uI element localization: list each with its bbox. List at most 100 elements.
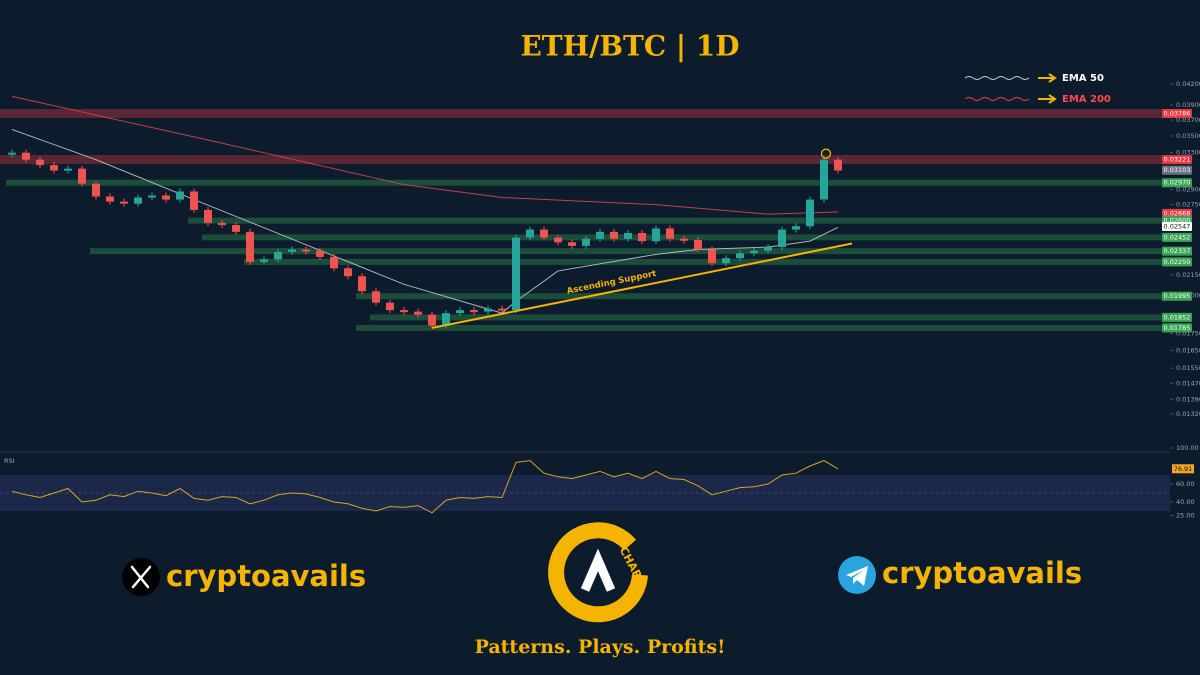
legend-arrow bbox=[1038, 94, 1057, 104]
price-tag-label: 0.03786 bbox=[1164, 110, 1191, 118]
candle bbox=[526, 229, 534, 238]
ema-line bbox=[11, 95, 839, 215]
resistance-zone bbox=[0, 155, 1170, 165]
rsi-tag bbox=[1172, 464, 1194, 474]
candle bbox=[134, 197, 142, 204]
price-tag bbox=[1162, 291, 1192, 301]
price-tag-label: 0.01852 bbox=[1164, 313, 1191, 321]
candle bbox=[274, 251, 282, 260]
rsi-tag-label: 76.91 bbox=[1174, 465, 1193, 473]
support-line bbox=[370, 314, 1170, 321]
rsi-tick-label: 60.00 bbox=[1176, 480, 1195, 488]
candle bbox=[148, 195, 156, 198]
price-tag bbox=[1162, 246, 1192, 256]
price-tag-label: 0.02547 bbox=[1164, 223, 1191, 231]
rsi-line bbox=[11, 460, 839, 514]
resistance-zone bbox=[0, 109, 1170, 119]
candle bbox=[596, 231, 604, 239]
candle bbox=[470, 310, 478, 313]
rsi-tick-label: 40.00 bbox=[1176, 498, 1195, 506]
price-tag bbox=[1162, 178, 1192, 188]
candle bbox=[568, 242, 576, 246]
candle bbox=[106, 196, 114, 202]
candle bbox=[92, 183, 100, 197]
candle bbox=[750, 250, 758, 254]
price-tag-label: 0.02250 bbox=[1164, 258, 1191, 266]
candle bbox=[232, 225, 240, 232]
rsi-tick-label: 100.00 bbox=[1176, 444, 1199, 452]
candle bbox=[498, 308, 506, 311]
candle bbox=[778, 229, 786, 248]
price-tag-label: 0.02337 bbox=[1164, 247, 1191, 255]
candle bbox=[162, 195, 170, 200]
price-tag bbox=[1162, 208, 1192, 218]
legend-arrow bbox=[1038, 73, 1057, 83]
x-handle: cryptoavails bbox=[166, 559, 366, 593]
telegram-glyph bbox=[846, 566, 868, 586]
price-tag-label: 0.02452 bbox=[1164, 233, 1191, 241]
x-brand: cryptoavails bbox=[122, 558, 366, 596]
support-line bbox=[202, 234, 1170, 241]
price-tag bbox=[1162, 222, 1192, 232]
candle bbox=[722, 258, 730, 264]
chart-title: ETH/BTC | 1D bbox=[520, 30, 739, 63]
candle bbox=[428, 314, 436, 326]
price-tag-label: 0.02600 bbox=[1164, 217, 1191, 225]
x-icon-glyph bbox=[130, 565, 152, 589]
support-line bbox=[6, 179, 1170, 186]
price-tag bbox=[1162, 155, 1192, 165]
rsi-panel: 100.00 60.00 40.00 25.00 76.91 bbox=[0, 444, 1199, 520]
candle bbox=[666, 228, 674, 239]
candle bbox=[554, 237, 562, 243]
candle bbox=[204, 209, 212, 223]
candle bbox=[260, 259, 268, 262]
candle bbox=[708, 249, 716, 264]
trendline bbox=[431, 242, 853, 329]
tagline: Patterns. Plays. Profits! bbox=[475, 636, 726, 658]
legend-label: EMA 200 bbox=[1062, 94, 1111, 105]
candle bbox=[582, 238, 590, 246]
price-tag-label: 0.02970 bbox=[1164, 179, 1191, 187]
telegram-brand: cryptoavails bbox=[838, 556, 1082, 594]
candle bbox=[456, 310, 464, 314]
candle bbox=[638, 233, 646, 242]
candle bbox=[680, 238, 688, 241]
legend-label: EMA 50 bbox=[1062, 73, 1104, 84]
candle bbox=[302, 249, 310, 252]
legend-swatch bbox=[964, 97, 1030, 101]
candle bbox=[512, 237, 520, 311]
rsi-tick-label: 25.00 bbox=[1176, 512, 1195, 520]
candle bbox=[400, 310, 408, 313]
support-line bbox=[356, 324, 1170, 331]
telegram-icon bbox=[838, 556, 876, 594]
price-tag bbox=[1162, 109, 1192, 119]
candle bbox=[414, 311, 422, 315]
price-tag bbox=[1162, 165, 1192, 175]
price-tag-label: 0.03221 bbox=[1164, 156, 1191, 164]
candle bbox=[358, 276, 366, 292]
telegram-handle: cryptoavails bbox=[882, 556, 1082, 590]
logo-ring bbox=[548, 522, 648, 623]
price-tag bbox=[1162, 232, 1192, 242]
price-tag-label: 0.02668 bbox=[1164, 209, 1191, 217]
legend-swatch bbox=[964, 76, 1030, 80]
support-line bbox=[90, 248, 1170, 255]
candle bbox=[792, 226, 800, 230]
candle bbox=[806, 199, 814, 227]
highlight-circle bbox=[820, 148, 832, 159]
candle bbox=[372, 291, 380, 303]
price-tag bbox=[1162, 257, 1192, 267]
candle bbox=[624, 233, 632, 239]
candle bbox=[834, 159, 842, 171]
